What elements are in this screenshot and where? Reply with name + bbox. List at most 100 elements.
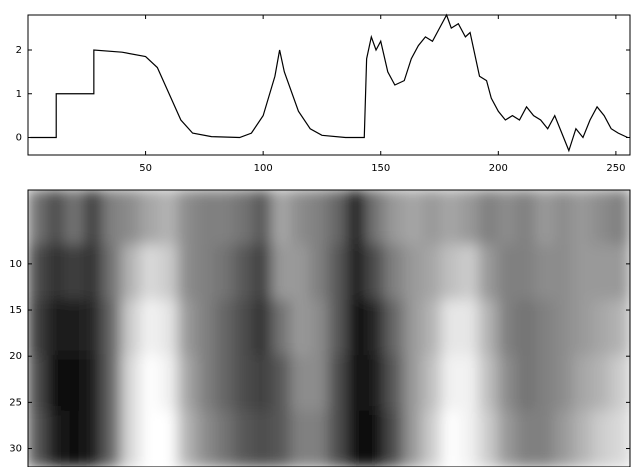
heat-cell	[64, 355, 86, 413]
heat-cell	[478, 299, 500, 358]
heat-cell	[346, 410, 368, 467]
heat-cell	[139, 355, 161, 413]
heat-cell	[422, 355, 443, 413]
heat-cell	[83, 299, 105, 358]
heat-cell	[346, 190, 368, 247]
heat-cell	[290, 190, 312, 247]
heat-cell	[290, 410, 312, 467]
heat-cell	[215, 299, 236, 358]
heat-cell	[516, 410, 537, 467]
heat-cell	[233, 410, 255, 467]
heat-cell	[271, 190, 293, 247]
heat-cell	[459, 244, 481, 302]
heat-cell	[497, 299, 519, 358]
heat-cell	[346, 244, 368, 302]
heat-cell	[252, 244, 274, 302]
heat-cell	[45, 355, 67, 413]
heat-cell	[139, 190, 161, 247]
heat-cell	[64, 244, 86, 302]
x-tick-label: 100	[254, 163, 273, 174]
heat-cell	[177, 355, 199, 413]
heat-cell	[497, 190, 519, 247]
heat-cell	[328, 190, 349, 247]
heat-cell	[591, 244, 613, 302]
heat-cell	[422, 190, 443, 247]
heat-cell	[196, 190, 218, 247]
heat-cell	[83, 355, 105, 413]
heat-cell	[553, 355, 575, 413]
y-tick-label: 2	[16, 45, 22, 56]
heat-cell	[139, 410, 161, 467]
heat-cell	[121, 190, 142, 247]
heat-cell	[365, 299, 387, 358]
heat-cell	[233, 190, 255, 247]
heat-cell	[196, 355, 218, 413]
heat-cell	[403, 355, 425, 413]
heat-cell	[64, 190, 86, 247]
heat-cell	[553, 410, 575, 467]
heat-cell	[290, 244, 312, 302]
heat-cell	[516, 244, 537, 302]
heat-cell	[572, 355, 594, 413]
heat-cell	[610, 410, 630, 467]
heat-cell	[516, 299, 537, 358]
heat-cell	[252, 299, 274, 358]
heat-cell	[83, 244, 105, 302]
heat-cell	[572, 190, 594, 247]
heat-cell	[64, 299, 86, 358]
heat-cell	[610, 190, 630, 247]
heat-cell	[45, 244, 67, 302]
heat-cell	[384, 299, 406, 358]
heat-cell	[384, 244, 406, 302]
heat-cell	[196, 410, 218, 467]
heat-cell	[346, 355, 368, 413]
heat-cell	[45, 299, 67, 358]
heat-cell	[102, 355, 124, 413]
heat-cell	[271, 299, 293, 358]
heat-cell	[459, 355, 481, 413]
heat-cell	[440, 355, 462, 413]
scalogram	[28, 190, 630, 467]
heat-cell	[610, 299, 630, 358]
x-tick-label: 200	[489, 163, 508, 174]
heat-cell	[459, 190, 481, 247]
y-tick-label: 1	[16, 89, 22, 100]
heat-cell	[121, 355, 142, 413]
heat-cell	[497, 355, 519, 413]
heat-cell	[440, 190, 462, 247]
x-tick-label: 150	[371, 163, 390, 174]
heat-cell	[478, 355, 500, 413]
heat-cell	[553, 299, 575, 358]
heat-cell	[102, 410, 124, 467]
heat-cell	[45, 190, 67, 247]
heat-cell	[158, 190, 180, 247]
x-tick-label: 50	[139, 163, 152, 174]
heat-cell	[403, 190, 425, 247]
heat-cell	[610, 244, 630, 302]
heat-cell	[534, 299, 556, 358]
heat-cell	[252, 410, 274, 467]
plot-frame	[27, 189, 631, 467]
heat-cell	[271, 355, 293, 413]
heat-cell	[534, 244, 556, 302]
heat-cell	[28, 190, 48, 247]
heat-cell	[158, 355, 180, 413]
heat-cell	[440, 299, 462, 358]
heat-cell	[309, 244, 330, 302]
heat-cell	[610, 355, 630, 413]
heat-cell	[252, 190, 274, 247]
heat-cell	[591, 190, 613, 247]
y-tick-label: 25	[9, 397, 22, 408]
heat-cell	[328, 244, 349, 302]
heat-cell	[309, 355, 330, 413]
heat-cell	[384, 355, 406, 413]
heat-cell	[346, 299, 368, 358]
heat-cell	[478, 244, 500, 302]
heat-cell	[28, 410, 48, 467]
heat-cell	[572, 410, 594, 467]
heat-cell	[215, 355, 236, 413]
heat-cell	[553, 190, 575, 247]
heat-cell	[102, 244, 124, 302]
